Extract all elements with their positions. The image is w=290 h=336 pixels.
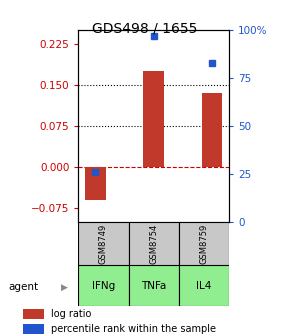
Text: agent: agent: [9, 282, 39, 292]
Bar: [23, 324, 44, 335]
Bar: [202, 93, 222, 167]
Text: ▶: ▶: [61, 283, 68, 292]
Text: IFNg: IFNg: [92, 281, 115, 291]
Bar: [85, 167, 106, 200]
Text: log ratio: log ratio: [51, 309, 91, 319]
Text: GSM8759: GSM8759: [200, 223, 209, 264]
Bar: [78, 265, 128, 306]
Text: percentile rank within the sample: percentile rank within the sample: [51, 324, 216, 334]
Bar: [128, 222, 179, 265]
Text: GSM8754: GSM8754: [149, 223, 158, 264]
Bar: [179, 265, 229, 306]
Bar: [78, 222, 128, 265]
Bar: [23, 309, 44, 319]
Text: GSM8749: GSM8749: [99, 223, 108, 264]
Bar: [144, 71, 164, 167]
Bar: [128, 265, 179, 306]
Text: GDS498 / 1655: GDS498 / 1655: [92, 22, 198, 36]
Text: TNFa: TNFa: [141, 281, 166, 291]
Text: IL4: IL4: [196, 281, 212, 291]
Bar: [179, 222, 229, 265]
